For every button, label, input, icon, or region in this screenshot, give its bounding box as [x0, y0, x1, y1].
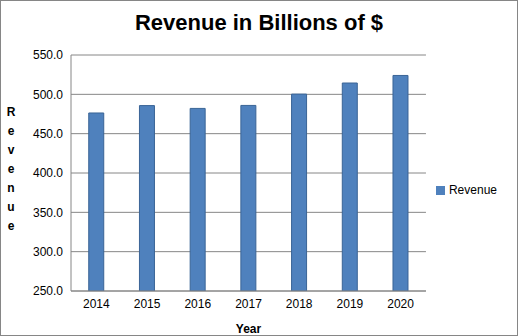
svg-text:2019: 2019: [337, 297, 364, 311]
svg-text:Year: Year: [236, 322, 262, 335]
html-text:Revenue: Revenue: [449, 183, 497, 197]
svg-text:2016: 2016: [184, 297, 211, 311]
svg-text:450.0: 450.0: [33, 127, 63, 141]
svg-text:550.0: 550.0: [33, 48, 63, 62]
svg-text:2018: 2018: [286, 297, 313, 311]
svg-text:400.0: 400.0: [33, 166, 63, 180]
svg-text:500.0: 500.0: [33, 88, 63, 102]
svg-text:2014: 2014: [83, 297, 110, 311]
svg-text:300.0: 300.0: [33, 245, 63, 259]
svg-text:2015: 2015: [134, 297, 161, 311]
svg-text:Revenue: Revenue: [8, 105, 16, 233]
svg-text:350.0: 350.0: [33, 206, 63, 220]
svg-text:2020: 2020: [387, 297, 414, 311]
svg-text:250.0: 250.0: [33, 284, 63, 298]
html-text:Revenue in Billions of $: Revenue in Billions of $: [134, 10, 384, 35]
svg-text:2017: 2017: [235, 297, 262, 311]
